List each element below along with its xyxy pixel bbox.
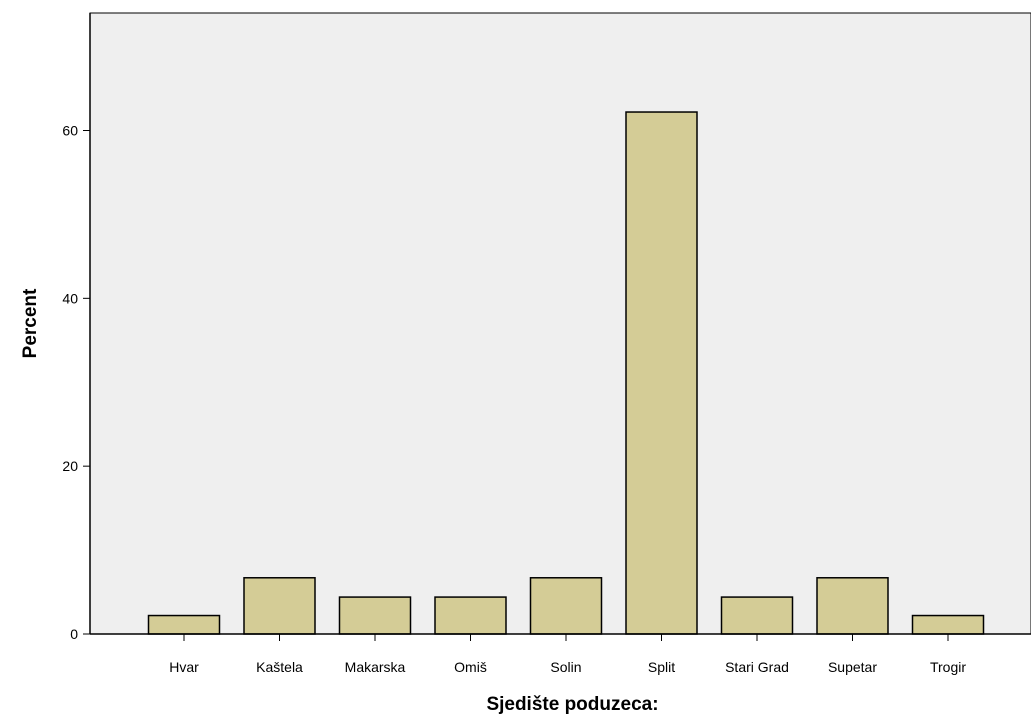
x-axis-ticks: Hvar Kaštela Makarska Omiš Solin Split Stari G… xyxy=(169,634,966,675)
bar-supetar xyxy=(816,577,889,635)
bar-hvar xyxy=(147,614,221,635)
x-tick-label: Stari Grad xyxy=(725,659,789,675)
bar-split xyxy=(625,111,698,635)
x-tick-label: Solin xyxy=(550,659,581,675)
x-tick-label: Makarska xyxy=(345,659,406,675)
x-tick-label: Hvar xyxy=(169,659,199,675)
x-tick-label: Omiš xyxy=(454,659,487,675)
y-tick-label: 40 xyxy=(62,290,78,306)
x-tick-label: Split xyxy=(648,659,675,675)
x-tick-label: Supetar xyxy=(828,659,877,675)
x-tick-label: Trogir xyxy=(930,659,966,675)
bar-omiš xyxy=(434,596,507,635)
y-axis-ticks: 0 20 40 60 xyxy=(62,122,90,642)
plot-area xyxy=(89,12,1031,635)
y-tick-label: 20 xyxy=(62,458,78,474)
bar-solin xyxy=(529,577,603,635)
bar-makarska xyxy=(338,596,412,635)
bar-kaštela xyxy=(243,577,316,635)
y-tick-label: 0 xyxy=(70,626,78,642)
y-axis-title: Percent xyxy=(20,288,41,358)
y-tick-label: 60 xyxy=(62,122,78,138)
bar-stari-grad xyxy=(720,596,794,635)
bar-trogir xyxy=(911,614,985,635)
x-tick-label: Kaštela xyxy=(256,659,303,675)
bars-group xyxy=(147,111,985,635)
x-axis-title: Sjedište poduzeca: xyxy=(486,694,658,715)
